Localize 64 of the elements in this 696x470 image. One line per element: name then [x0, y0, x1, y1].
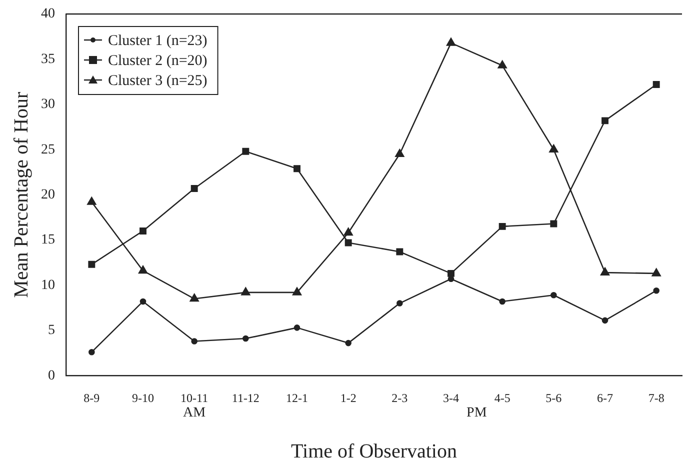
point	[87, 196, 96, 205]
point	[396, 248, 404, 256]
x-tick-label: 4-5	[494, 390, 510, 405]
point	[499, 298, 506, 305]
x-tick-label: 10-11	[180, 390, 208, 405]
y-tick-label: 35	[41, 52, 55, 67]
point	[138, 266, 148, 274]
x-tick-label: 11-12	[232, 390, 260, 405]
point	[191, 338, 198, 344]
legend-label: Cluster 3 (n=25)	[108, 72, 208, 89]
point	[446, 38, 456, 46]
point	[294, 165, 300, 172]
text: AM	[183, 405, 206, 420]
point	[602, 117, 608, 124]
y-tick-label: 15	[41, 232, 55, 248]
y-tick-label: 30	[41, 97, 55, 112]
point	[448, 276, 454, 282]
x-tick-label: 6-7	[597, 390, 613, 405]
x-tick-label: 1-2	[340, 390, 356, 405]
y-tick-label: 25	[41, 142, 55, 158]
y-tick-label: 20	[41, 187, 55, 202]
point	[395, 148, 404, 158]
point	[294, 324, 300, 331]
point	[600, 267, 610, 276]
point	[88, 348, 95, 356]
point	[653, 287, 660, 294]
y-axis-title: Mean Percentage of Hour	[10, 91, 32, 298]
x-tick-label: 9-10	[132, 390, 154, 405]
point	[498, 60, 507, 68]
point	[448, 270, 454, 277]
legend-label: Cluster 2 (n=20)	[108, 52, 208, 69]
point	[88, 260, 96, 268]
point	[345, 340, 352, 346]
x-tick-label: 7-8	[648, 390, 664, 405]
point	[550, 292, 557, 298]
point	[242, 148, 250, 155]
point	[292, 287, 302, 296]
text: PM	[466, 405, 488, 420]
y-tick-label: 5	[48, 323, 55, 338]
point	[549, 144, 558, 152]
point	[140, 298, 146, 305]
x-tick-label: 12-1	[286, 390, 308, 405]
x-tick-label: 5-6	[546, 390, 562, 405]
point	[396, 300, 403, 306]
point	[344, 239, 352, 246]
point	[190, 294, 199, 302]
point	[652, 81, 660, 88]
x-axis-title: Time of Observation	[291, 440, 457, 462]
point	[140, 227, 146, 234]
point	[498, 222, 506, 230]
y-tick-label: 40	[41, 6, 55, 22]
x-tick-label: 3-4	[443, 390, 459, 405]
y-tick-label: 0	[48, 368, 55, 384]
point	[344, 228, 353, 236]
x-tick-label: 8-9	[84, 390, 100, 405]
legend-label: Cluster 1 (n=23)	[108, 32, 208, 49]
x-tick-label: 2-3	[392, 390, 408, 405]
y-tick-label: 10	[41, 278, 55, 293]
point	[190, 184, 198, 192]
point	[602, 317, 608, 324]
point	[241, 287, 250, 296]
point	[242, 335, 249, 342]
point	[652, 268, 661, 276]
point	[550, 220, 558, 228]
